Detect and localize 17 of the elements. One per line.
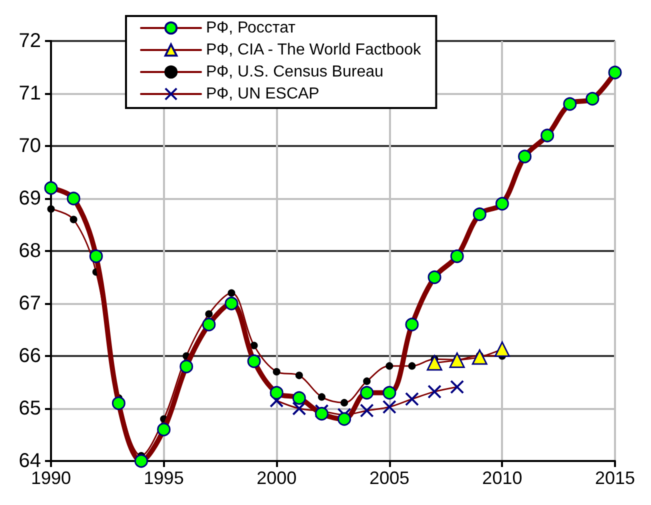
y-tick-label: 71 [18,82,41,104]
legend-label: РФ, Росстат [206,20,296,36]
y-tick-label: 70 [18,135,41,157]
x-tick-label: 1995 [144,468,184,488]
legend-label: РФ, UN ESCAP [206,86,320,102]
legend-label: РФ, CIA - The World Factbook [206,42,422,58]
y-tick-label: 68 [18,240,41,262]
legend-label: РФ, U.S. Census Bureau [206,64,384,80]
y-tick-label: 69 [18,188,41,210]
y-tick-label: 65 [18,398,41,420]
x-tick-label: 2015 [594,468,636,488]
x-tick-label: 2010 [482,468,522,488]
y-tick-label: 67 [18,292,41,314]
y-tick-label: 72 [18,30,41,52]
x-tick-label: 2000 [256,468,297,488]
x-tick-label: 2005 [369,468,410,488]
y-tick-label: 66 [18,345,41,367]
